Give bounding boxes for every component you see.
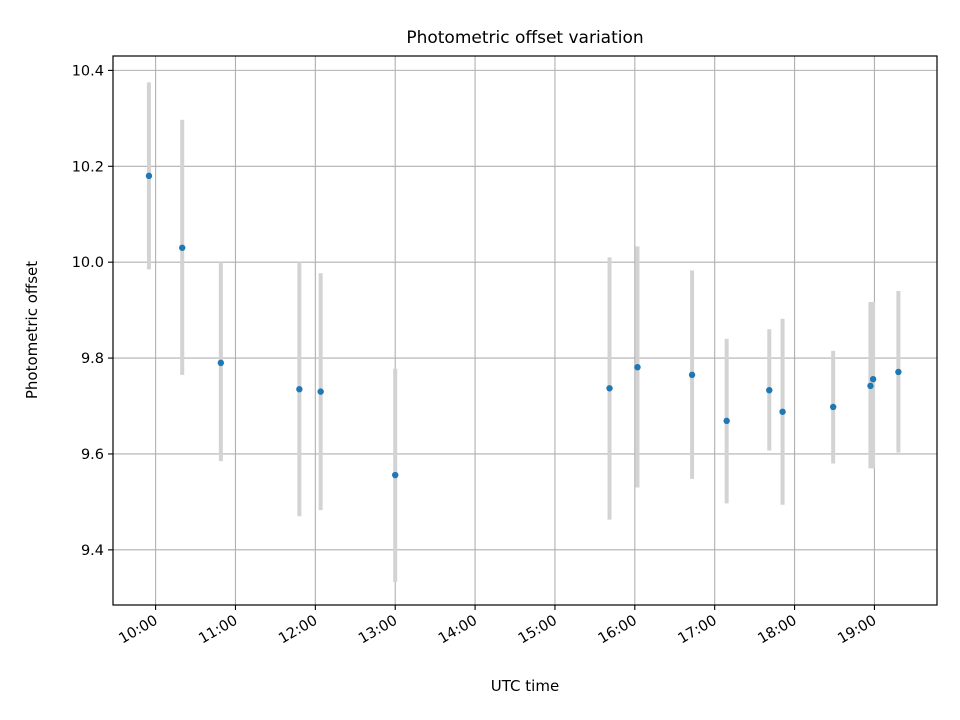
data-point: [829, 403, 837, 411]
y-tick-label: 10.2: [72, 159, 104, 175]
plot-frame: [112, 55, 938, 606]
data-point: [296, 386, 303, 393]
data-point: [634, 363, 641, 371]
grid-lines: [113, 56, 937, 605]
data-point: [779, 408, 786, 415]
data-point: [179, 244, 186, 251]
data-point: [392, 471, 399, 479]
x-axis-label: UTC time: [491, 677, 559, 695]
y-tick-label: 9.4: [81, 543, 104, 559]
y-tick-label: 10.0: [72, 255, 104, 271]
chart-title: Photometric offset variation: [406, 28, 643, 48]
data-point: [895, 368, 902, 376]
data-point: [606, 385, 613, 392]
data-points: [145, 172, 902, 479]
y-tick-label: 9.6: [81, 447, 104, 463]
y-tick-label: 9.8: [81, 351, 104, 367]
data-point: [217, 359, 225, 367]
data-point: [317, 388, 324, 395]
y-axis-label: Photometric offset: [23, 261, 41, 399]
data-point: [723, 417, 730, 425]
data-point: [688, 371, 696, 379]
data-point: [766, 386, 773, 394]
y-tick-label: 10.4: [72, 63, 104, 79]
data-point: [867, 382, 874, 390]
data-point: [145, 172, 153, 180]
data-point: [869, 375, 877, 383]
